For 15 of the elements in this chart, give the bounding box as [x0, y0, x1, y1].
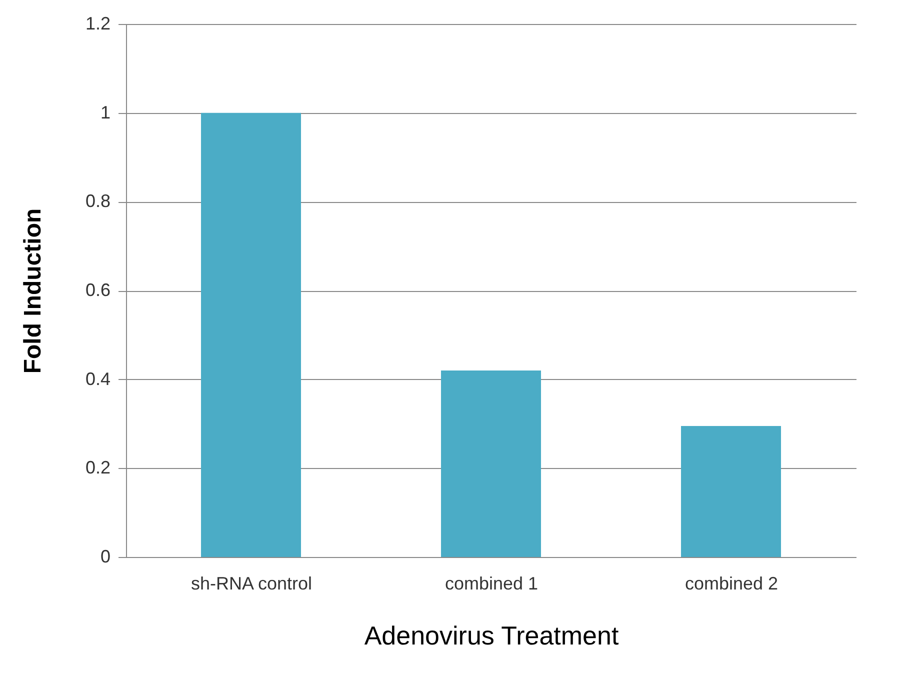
- x-tick-label: combined 1: [444, 574, 538, 594]
- y-tick-label: 1: [100, 102, 110, 122]
- x-tick-label: combined 2: [684, 574, 778, 594]
- bar: [201, 112, 301, 557]
- y-tick-label: 0: [100, 546, 110, 566]
- y-tick-label: 0.6: [85, 280, 110, 300]
- bar: [441, 370, 541, 557]
- y-axis-title: Fold Induction: [19, 208, 46, 374]
- y-tick-label: 0.4: [85, 368, 110, 389]
- x-axis-title: Adenovirus Treatment: [364, 620, 620, 650]
- x-tick-label: sh-RNA control: [190, 574, 312, 594]
- y-tick-label: 0.8: [85, 191, 110, 212]
- bar: [681, 426, 781, 557]
- y-tick-label: 1.2: [85, 14, 110, 34]
- y-tick-label: 0.2: [85, 458, 110, 478]
